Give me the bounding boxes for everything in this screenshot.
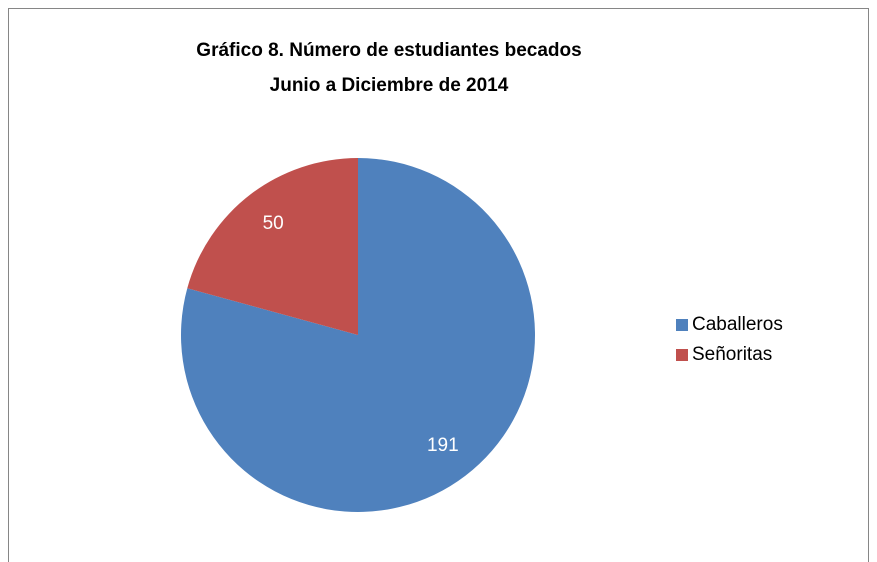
legend-label: Señoritas <box>692 344 772 365</box>
legend-swatch <box>676 319 688 331</box>
legend-swatch <box>676 349 688 361</box>
chart-subtitle: Junio a Diciembre de 2014 <box>270 75 509 96</box>
pie-slice <box>187 158 358 335</box>
data-label: 191 <box>427 435 459 456</box>
chart-title: Gráfico 8. Número de estudiantes becados <box>196 40 581 61</box>
data-label: 50 <box>263 213 284 234</box>
legend-label: Caballeros <box>692 314 783 335</box>
